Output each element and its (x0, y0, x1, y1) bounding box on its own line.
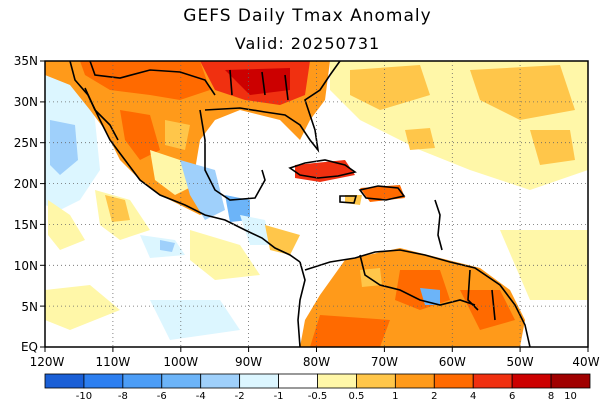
colorbar-swatch (83, 373, 124, 389)
colorbar-label: 6 (509, 391, 515, 402)
colorbar-label: -10 (76, 391, 92, 402)
lat-label-20n: 20N (14, 177, 38, 191)
colorbar-label: 0.5 (348, 391, 364, 402)
chart-subtitle: Valid: 20250731 (234, 34, 381, 53)
lon-label-50w: 50W (507, 355, 534, 369)
colorbar-swatch (122, 373, 163, 389)
lat-label-10n: 10N (14, 259, 38, 273)
lat-label-eq: EQ (21, 340, 38, 354)
lat-label-5n: 5N (21, 300, 38, 314)
lon-label-110w: 110W (96, 355, 131, 369)
lat-label-25n: 25N (14, 136, 38, 150)
colorbar-swatch (472, 373, 513, 389)
colorbar-swatch (511, 373, 552, 389)
colorbar-label: 2 (431, 391, 437, 402)
colorbar-label: -4 (196, 391, 206, 402)
lat-label-30n: 30N (14, 95, 38, 109)
axis-ticks (40, 60, 589, 352)
colorbar-label: -1 (274, 391, 284, 402)
lat-label-15n: 15N (14, 218, 38, 232)
lon-label-100w: 100W (163, 355, 198, 369)
colorbar-label: -8 (118, 391, 128, 402)
lon-label-90w: 90W (235, 355, 262, 369)
colorbar-label: 4 (470, 391, 476, 402)
lon-label-120w: 120W (30, 355, 65, 369)
coastlines (69, 61, 531, 347)
colorbar-label: 8 (548, 391, 554, 402)
chart-title: GEFS Daily Tmax Anomaly (183, 6, 432, 26)
colorbar-swatch (433, 373, 474, 389)
lon-label-80w: 80W (303, 355, 330, 369)
colorbar-swatch (356, 373, 396, 389)
map-field (45, 61, 588, 347)
colorbar-label: 10 (564, 391, 577, 402)
lon-label-40w: 40W (572, 355, 599, 369)
colorbar-swatch (317, 373, 357, 389)
colorbar-swatch (278, 373, 318, 389)
colorbar-swatch (200, 373, 241, 389)
colorbar-label: 1 (392, 391, 398, 402)
lon-label-60w: 60W (439, 355, 466, 369)
colorbar-swatch (239, 373, 279, 389)
colorbar-swatch (44, 373, 85, 389)
colorbar-label: -0.5 (308, 391, 328, 402)
colorbar-label: -2 (235, 391, 245, 402)
lon-label-70w: 70W (371, 355, 398, 369)
colorbar-swatch (550, 373, 591, 389)
colorbar-swatch (394, 373, 435, 389)
gridlines (45, 61, 588, 347)
lat-label-35n: 35N (14, 54, 38, 68)
colorbar: -10 -8 -6 -4 -2 -1 -0.5 0.5 1 2 4 6 8 10 (44, 373, 591, 402)
colorbar-label: -6 (157, 391, 167, 402)
colorbar-swatch (161, 373, 202, 389)
